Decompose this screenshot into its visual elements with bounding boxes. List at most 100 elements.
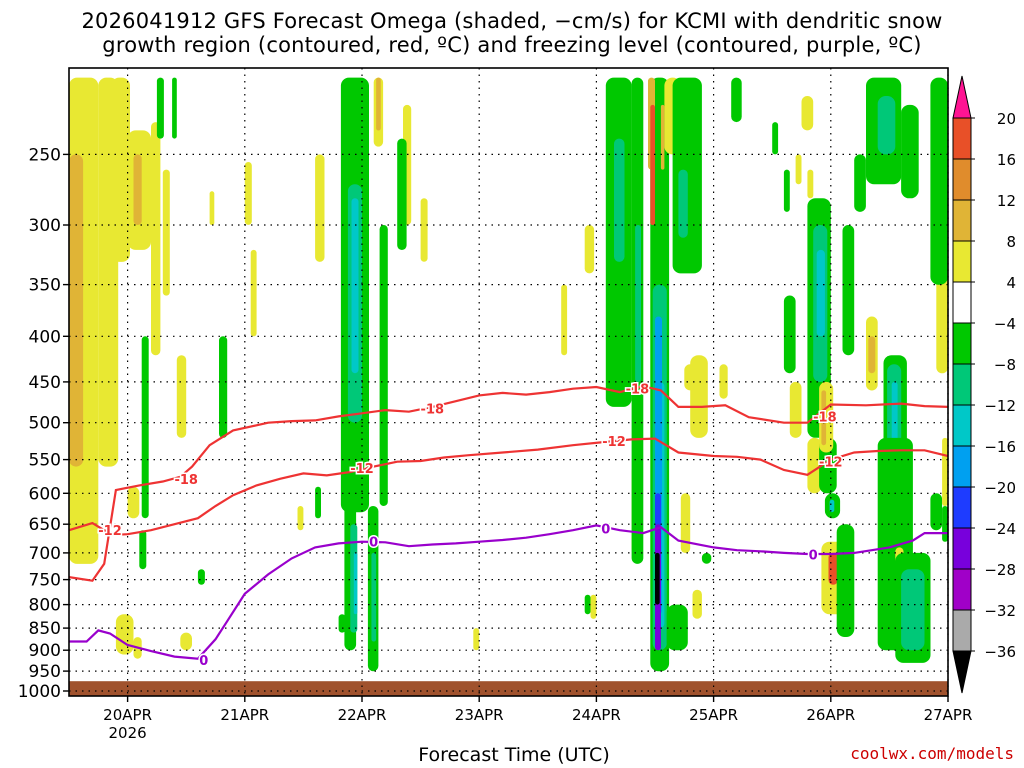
omega-blob [139, 530, 147, 570]
omega-blob [297, 506, 304, 531]
omega-blob [162, 169, 170, 296]
x-tick-label: 24APR [572, 706, 621, 724]
x-axis: 20APR 21APR 22APR 23APR 24APR 25APR 26APR 27APR… [103, 696, 972, 742]
omega-blob [584, 225, 595, 274]
omega-blob [930, 493, 943, 531]
colorbar-label: 20 [997, 110, 1016, 128]
omega-blob [828, 552, 838, 585]
omega-blob [561, 284, 568, 356]
contour-label-minus12: -12 [819, 456, 843, 471]
omega-blob [772, 122, 779, 155]
y-tick-label: 800 [29, 596, 61, 616]
x-axis-label: Forecast Time (UTC) [418, 744, 610, 766]
omega-blob [795, 154, 802, 185]
omega-blob [353, 552, 358, 615]
omega-blob [783, 295, 796, 374]
omega-blob [172, 77, 177, 139]
omega-blob [829, 499, 835, 513]
omega-blob [69, 154, 84, 467]
omega-blob [141, 336, 149, 519]
y-tick-label: 500 [29, 414, 61, 434]
colorbar-swatch [952, 281, 972, 324]
omega-blob [176, 355, 187, 438]
omega-blob [731, 77, 742, 123]
chart-title-line2: growth region (contoured, red, ºC) and f… [102, 33, 922, 57]
omega-blob [701, 552, 712, 564]
colorbar-swatch [952, 404, 972, 447]
contour-labels: -12 -12 -12 -12 -18 -18 -18 -18 0 0 0 0 [97, 381, 844, 670]
omega-blob [151, 122, 161, 356]
omega-blob [420, 198, 428, 262]
colorbar-bottom-arrow [952, 650, 972, 694]
contours [69, 385, 948, 660]
colorbar-label: −24 [984, 520, 1016, 538]
omega-blob [584, 594, 591, 615]
colorbar-swatch [952, 445, 972, 488]
chart-title-line1: 2026041912 GFS Forecast Omega (shaded, −… [81, 9, 943, 33]
omega-blob [376, 77, 381, 131]
y-tick-label: 600 [29, 484, 61, 504]
omega-blob [719, 364, 728, 399]
dgz-contour [69, 437, 948, 536]
contour-label-minus18: -18 [626, 383, 650, 398]
contour-label-minus12: -12 [98, 524, 122, 539]
omega-blob [842, 225, 855, 356]
omega-blob [690, 355, 708, 438]
colorbar-swatch [952, 322, 972, 365]
y-tick-label: 650 [29, 515, 61, 535]
colorbar-label: −12 [984, 397, 1016, 415]
x-tick-label: 23APR [455, 706, 504, 724]
omega-blob [901, 569, 925, 651]
omega-blob [854, 154, 866, 212]
y-tick-label: 900 [29, 641, 61, 661]
colorbar-label: 8 [1006, 233, 1016, 251]
contour-label-minus12: -12 [602, 435, 626, 450]
colorbar-swatch [952, 117, 972, 160]
x-tick-label: 27APR [924, 706, 973, 724]
x-tick-label: 25APR [689, 706, 738, 724]
omega-blob [371, 552, 377, 642]
colorbar-label: −4 [994, 315, 1016, 333]
x-tick-label: 20APR [103, 706, 152, 724]
y-tick-label: 450 [29, 373, 61, 393]
omega-blob [127, 486, 140, 519]
omega-blob [650, 104, 655, 225]
x-tick-label: 21APR [220, 706, 269, 724]
omega-blob [397, 138, 407, 250]
contour-label-zero: 0 [601, 522, 610, 537]
colorbar-label: −20 [984, 479, 1016, 497]
colorbar-label: −8 [994, 356, 1016, 374]
colorbar-swatch [952, 158, 972, 201]
colorbar-swatch [952, 240, 972, 283]
omega-blob [930, 77, 948, 285]
colorbar-label: 12 [997, 192, 1016, 210]
omega-blob [111, 77, 130, 262]
contour-label-zero: 0 [369, 536, 378, 551]
omega-blob [836, 524, 855, 637]
contour-label-minus12: -12 [350, 462, 374, 477]
omega-blob [801, 96, 814, 131]
colorbar-swatch [952, 609, 972, 652]
omega-blob [315, 154, 325, 262]
omega-blob [816, 249, 825, 337]
colorbar-swatch [952, 363, 972, 406]
omega-blob [666, 604, 688, 651]
omega-blob [868, 336, 876, 374]
omega-blob [660, 104, 665, 170]
y-tick-label: 350 [29, 276, 61, 296]
colorbar-top-arrow [952, 75, 972, 119]
y-tick-label: 950 [29, 662, 61, 682]
omega-blob [821, 390, 827, 446]
colorbar-swatch [952, 527, 972, 570]
colorbar-label: 16 [997, 151, 1016, 169]
omega-blob [692, 589, 702, 619]
freezing-level-contour [69, 524, 948, 660]
omega-blob [678, 169, 688, 238]
colorbar: 20 16 12 8 4 −4 −8 −12 −16 −20 −24 −28 −32 −36 [952, 75, 1016, 694]
omega-blob [197, 569, 205, 585]
x-year-label: 2026 [109, 724, 147, 742]
y-tick-label: 300 [29, 216, 61, 236]
omega-blob [901, 104, 919, 199]
credit-link[interactable]: coolwx.com/models [850, 744, 1014, 763]
